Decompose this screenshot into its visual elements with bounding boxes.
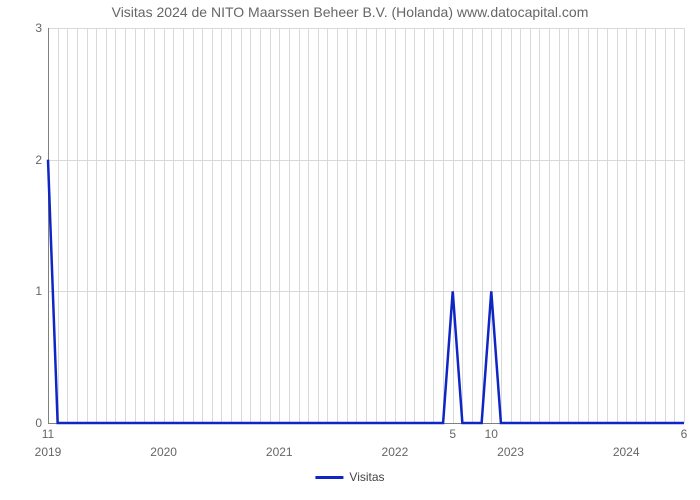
- y-tick-label: 1: [35, 284, 42, 298]
- chart-title: Visitas 2024 de NITO Maarssen Beheer B.V…: [0, 4, 700, 20]
- grid-line-vertical: [684, 28, 685, 423]
- x-peak-label: 5: [449, 427, 456, 441]
- series-line: [48, 28, 684, 423]
- x-peak-label: 6: [681, 427, 688, 441]
- x-tick-label: 2023: [497, 445, 524, 459]
- visits-chart: Visitas 2024 de NITO Maarssen Beheer B.V…: [0, 0, 700, 500]
- x-tick-label: 2019: [35, 445, 62, 459]
- x-peak-label: 10: [485, 427, 498, 441]
- legend-label: Visitas: [349, 470, 384, 484]
- x-tick-label: 2024: [613, 445, 640, 459]
- x-peak-label: 11: [42, 427, 54, 441]
- x-tick-label: 2021: [266, 445, 293, 459]
- legend-swatch: [315, 476, 343, 479]
- x-tick-label: 2020: [150, 445, 177, 459]
- y-tick-label: 3: [35, 21, 42, 35]
- y-tick-label: 2: [35, 153, 42, 167]
- legend: Visitas: [315, 470, 384, 484]
- x-tick-label: 2022: [382, 445, 409, 459]
- plot-area: 0123201920202021202220232024115106: [48, 28, 684, 423]
